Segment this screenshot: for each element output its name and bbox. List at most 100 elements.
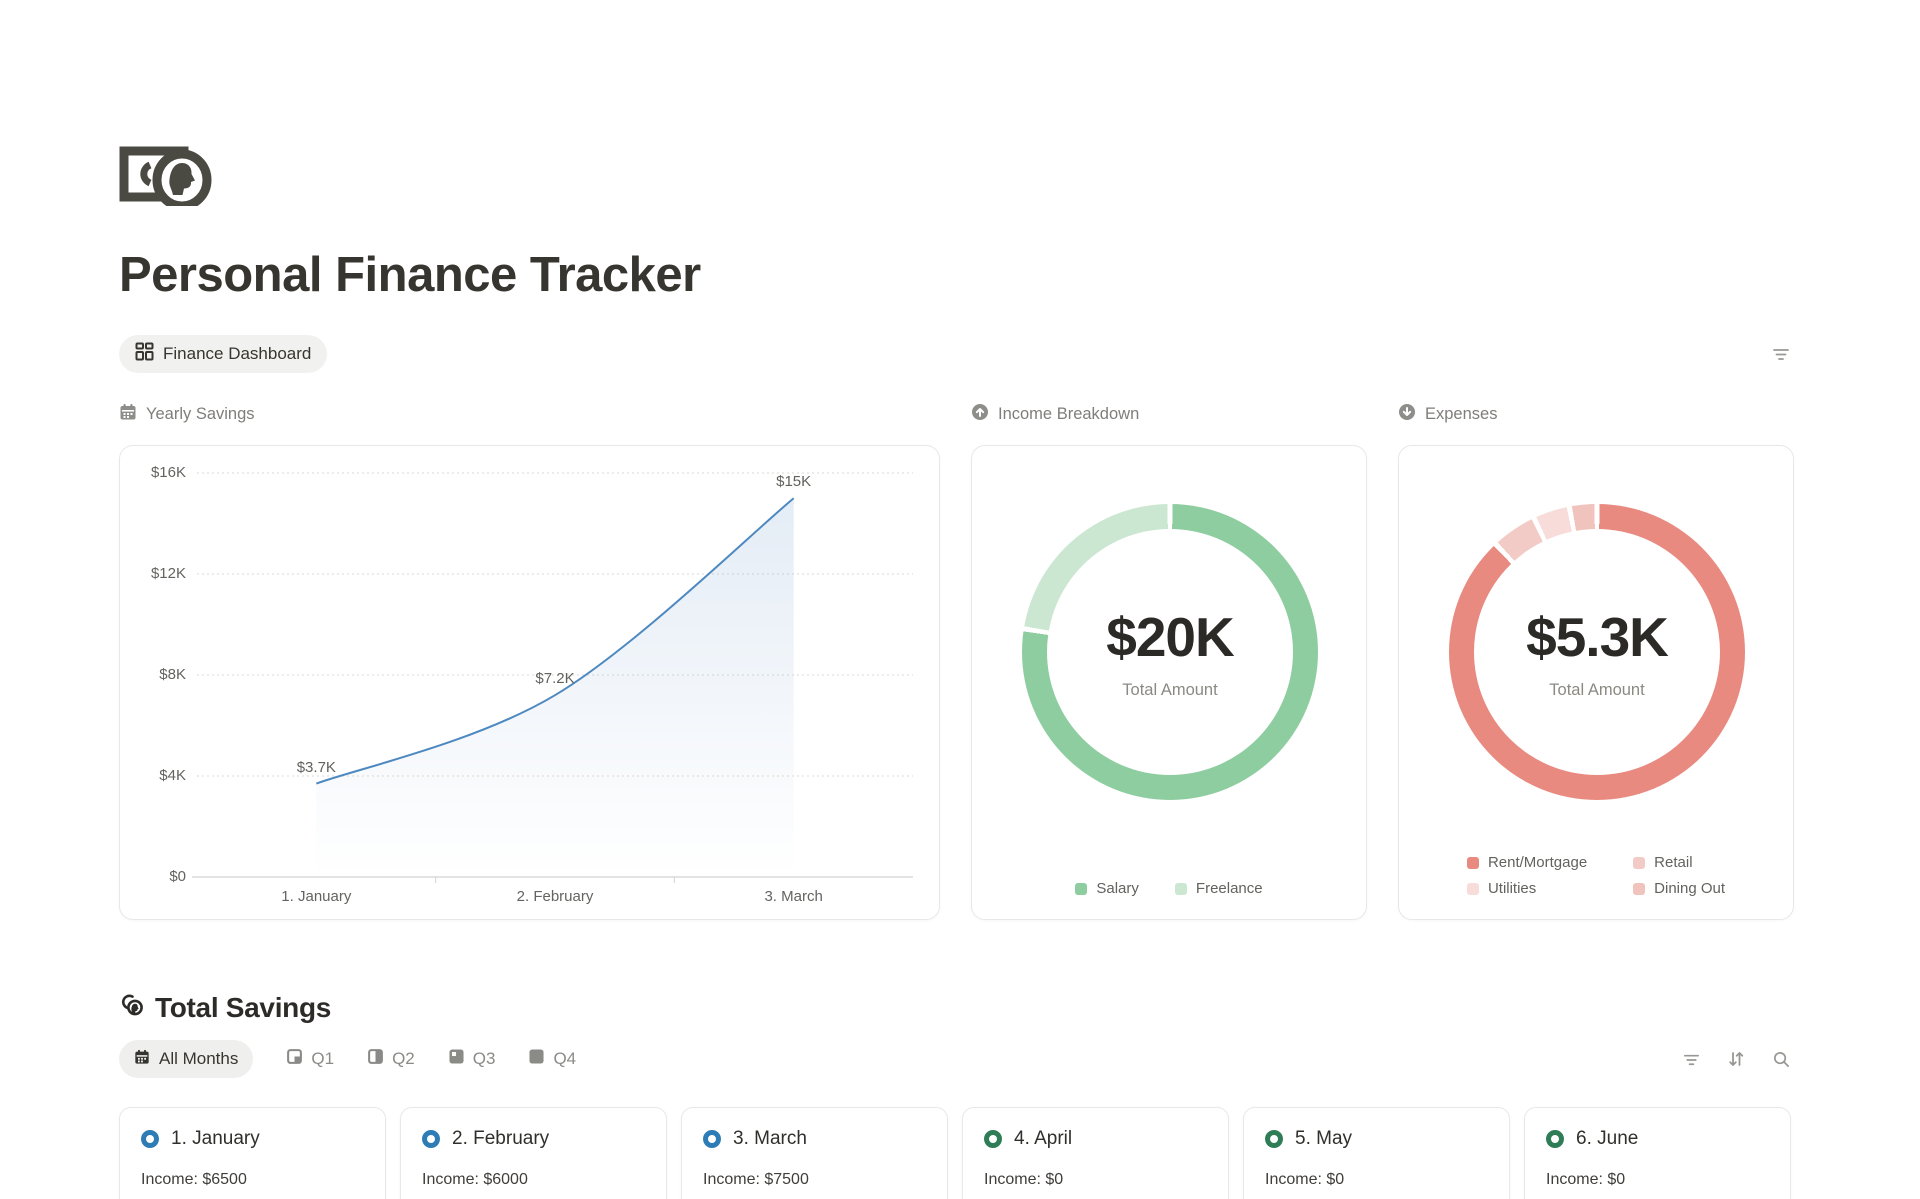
filter-icon[interactable] bbox=[1768, 341, 1794, 367]
yearly-savings-label: Yearly Savings bbox=[119, 403, 940, 426]
legend-label: Rent/Mortgage bbox=[1487, 854, 1588, 871]
data-point-label: $7.2K bbox=[535, 670, 575, 688]
total-amount-value: $5.3K bbox=[1526, 605, 1669, 668]
month-card-6-june[interactable]: 6. June Income: $0 bbox=[1524, 1107, 1791, 1199]
tab-label: Q4 bbox=[553, 1049, 577, 1068]
total-amount-label: Total Amount bbox=[1122, 680, 1218, 699]
legend-label: Dining Out bbox=[1654, 880, 1726, 897]
expenses-label: Expenses bbox=[1398, 403, 1794, 424]
section-title: Yearly Savings bbox=[146, 404, 255, 423]
month-card-income: Income: $0 bbox=[1265, 1171, 1345, 1188]
total-amount-label: Total Amount bbox=[1549, 680, 1645, 699]
month-cards-row: 1. January Income: $6500 2. February Income… bbox=[119, 1107, 1794, 1199]
data-point-label: $15K bbox=[776, 473, 812, 491]
circle-arrow-up-icon bbox=[971, 403, 989, 426]
x-axis-label: 2. February bbox=[516, 888, 594, 905]
month-status-ring-icon bbox=[984, 1130, 1002, 1148]
y-axis-tick: $12K bbox=[150, 565, 186, 582]
legend-swatch bbox=[1466, 882, 1479, 895]
legend-label: Salary bbox=[1096, 880, 1139, 897]
calendar-icon bbox=[134, 1049, 150, 1070]
expenses-chart[interactable]: $5.3K Total Amount Rent/Mortgage Retail Ut… bbox=[1398, 445, 1794, 920]
data-point-label: $3.7K bbox=[296, 758, 336, 776]
section-title: Expenses bbox=[1425, 404, 1498, 423]
month-card-1-january[interactable]: 1. January Income: $6500 bbox=[119, 1107, 386, 1199]
month-card-income: Income: $6000 bbox=[422, 1171, 528, 1188]
total-savings-toolbar: All Months Q1 Q2 Q3 Q4 bbox=[119, 1040, 1794, 1078]
month-card-income: Income: $0 bbox=[1546, 1171, 1626, 1188]
month-card-header: 2. February bbox=[422, 1128, 645, 1150]
y-axis-tick: $8K bbox=[159, 666, 186, 683]
legend-swatch bbox=[1633, 856, 1646, 869]
month-card-title: 5. May bbox=[1295, 1128, 1353, 1149]
total-savings-title: Total Savings bbox=[155, 992, 332, 1023]
legend-item-salary: Salary bbox=[1075, 880, 1139, 897]
month-card-income: Income: $7500 bbox=[703, 1171, 809, 1188]
legend-items: Rent/Mortgage Retail Utilities Dining Out bbox=[1466, 854, 1726, 897]
month-card-title: 4. April bbox=[1014, 1128, 1073, 1149]
quarter-3-icon bbox=[449, 1049, 464, 1069]
y-axis-tick: $4K bbox=[159, 767, 186, 784]
quarter-4-icon bbox=[529, 1049, 544, 1069]
y-axis-tick: $0 bbox=[169, 868, 186, 885]
legend-swatch bbox=[1633, 882, 1646, 895]
tab-q1[interactable]: Q1 bbox=[287, 1040, 334, 1078]
tab-q3[interactable]: Q3 bbox=[449, 1040, 496, 1078]
coins-icon bbox=[119, 992, 144, 1024]
month-card-header: 5. May bbox=[1265, 1128, 1488, 1150]
tab-label: All Months bbox=[159, 1049, 239, 1068]
income-breakdown-chart[interactable]: $20K Total Amount Salary Freelance bbox=[971, 445, 1367, 920]
month-card-5-may[interactable]: 5. May Income: $0 bbox=[1243, 1107, 1510, 1199]
line-chart-area: $0 $4K $8K $12K $16K 1. January $3.7K 2. Febru… bbox=[120, 446, 939, 919]
tab-q2[interactable]: Q2 bbox=[368, 1040, 415, 1078]
calendar-icon bbox=[119, 403, 137, 426]
x-axis-label: 3. March bbox=[764, 888, 823, 905]
legend-swatch bbox=[1075, 882, 1088, 895]
month-card-3-march[interactable]: 3. March Income: $7500 bbox=[681, 1107, 948, 1199]
month-status-ring-icon bbox=[141, 1130, 159, 1148]
view-pill-label: Finance Dashboard bbox=[163, 344, 312, 363]
tab-q4[interactable]: Q4 bbox=[529, 1040, 576, 1078]
quarter-2-icon bbox=[368, 1049, 383, 1069]
expenses-legend: Rent/Mortgage Retail Utilities Dining Out bbox=[1399, 854, 1793, 897]
month-card-header: 3. March bbox=[703, 1128, 926, 1150]
sort-icon[interactable] bbox=[1723, 1046, 1749, 1072]
search-icon[interactable] bbox=[1768, 1046, 1794, 1072]
page-title: Personal Finance Tracker bbox=[119, 248, 701, 302]
month-status-ring-icon bbox=[1265, 1130, 1283, 1148]
legend-label: Retail bbox=[1654, 854, 1693, 871]
month-status-ring-icon bbox=[422, 1130, 440, 1148]
expenses-section: Expenses $5.3K Total Amount Rent/Mortgag… bbox=[1398, 403, 1794, 920]
month-card-title: 3. March bbox=[733, 1128, 807, 1149]
month-card-2-february[interactable]: 2. February Income: $6000 bbox=[400, 1107, 667, 1199]
section-title: Income Breakdown bbox=[998, 404, 1140, 423]
y-axis-tick: $16K bbox=[150, 464, 186, 481]
income-breakdown-section: Income Breakdown $20K Total Amount Salar… bbox=[971, 403, 1367, 920]
tab-all-months[interactable]: All Months bbox=[119, 1040, 254, 1078]
month-card-header: 6. June bbox=[1546, 1128, 1769, 1150]
money-banknote-icon[interactable] bbox=[119, 138, 217, 211]
month-filter-tabs: All Months Q1 Q2 Q3 Q4 bbox=[119, 1040, 576, 1078]
month-card-header: 4. April bbox=[984, 1128, 1207, 1150]
tab-label: Q3 bbox=[472, 1049, 496, 1068]
yearly-savings-chart[interactable]: $0 $4K $8K $12K $16K 1. January $3.7K 2. Febru… bbox=[119, 445, 940, 920]
dashboard-grid-icon bbox=[135, 342, 154, 366]
month-card-header: 1. January bbox=[141, 1128, 364, 1150]
month-status-ring-icon bbox=[1546, 1130, 1564, 1148]
month-card-4-april[interactable]: 4. April Income: $0 bbox=[962, 1107, 1229, 1199]
legend-item-utilities: Utilities bbox=[1466, 880, 1536, 897]
view-pill-finance-dashboard[interactable]: Finance Dashboard bbox=[119, 335, 328, 373]
legend-item-rent-mortgage: Rent/Mortgage bbox=[1466, 854, 1588, 871]
month-card-income: Income: $6500 bbox=[141, 1171, 247, 1188]
donut-center: $5.3K Total Amount bbox=[1474, 529, 1720, 775]
donut-center: $20K Total Amount bbox=[1047, 529, 1293, 775]
filter-icon[interactable] bbox=[1678, 1046, 1704, 1072]
yearly-savings-plot bbox=[192, 472, 913, 883]
month-card-title: 2. February bbox=[452, 1128, 550, 1149]
month-card-title: 1. January bbox=[171, 1128, 260, 1149]
income-donut: $20K Total Amount bbox=[1022, 504, 1318, 800]
legend-swatch bbox=[1174, 882, 1187, 895]
legend-items: Salary Freelance bbox=[1075, 880, 1263, 897]
yearly-savings-section: Yearly Savings $0 $4K $8K $12K $16K 1. Janua… bbox=[119, 403, 940, 920]
